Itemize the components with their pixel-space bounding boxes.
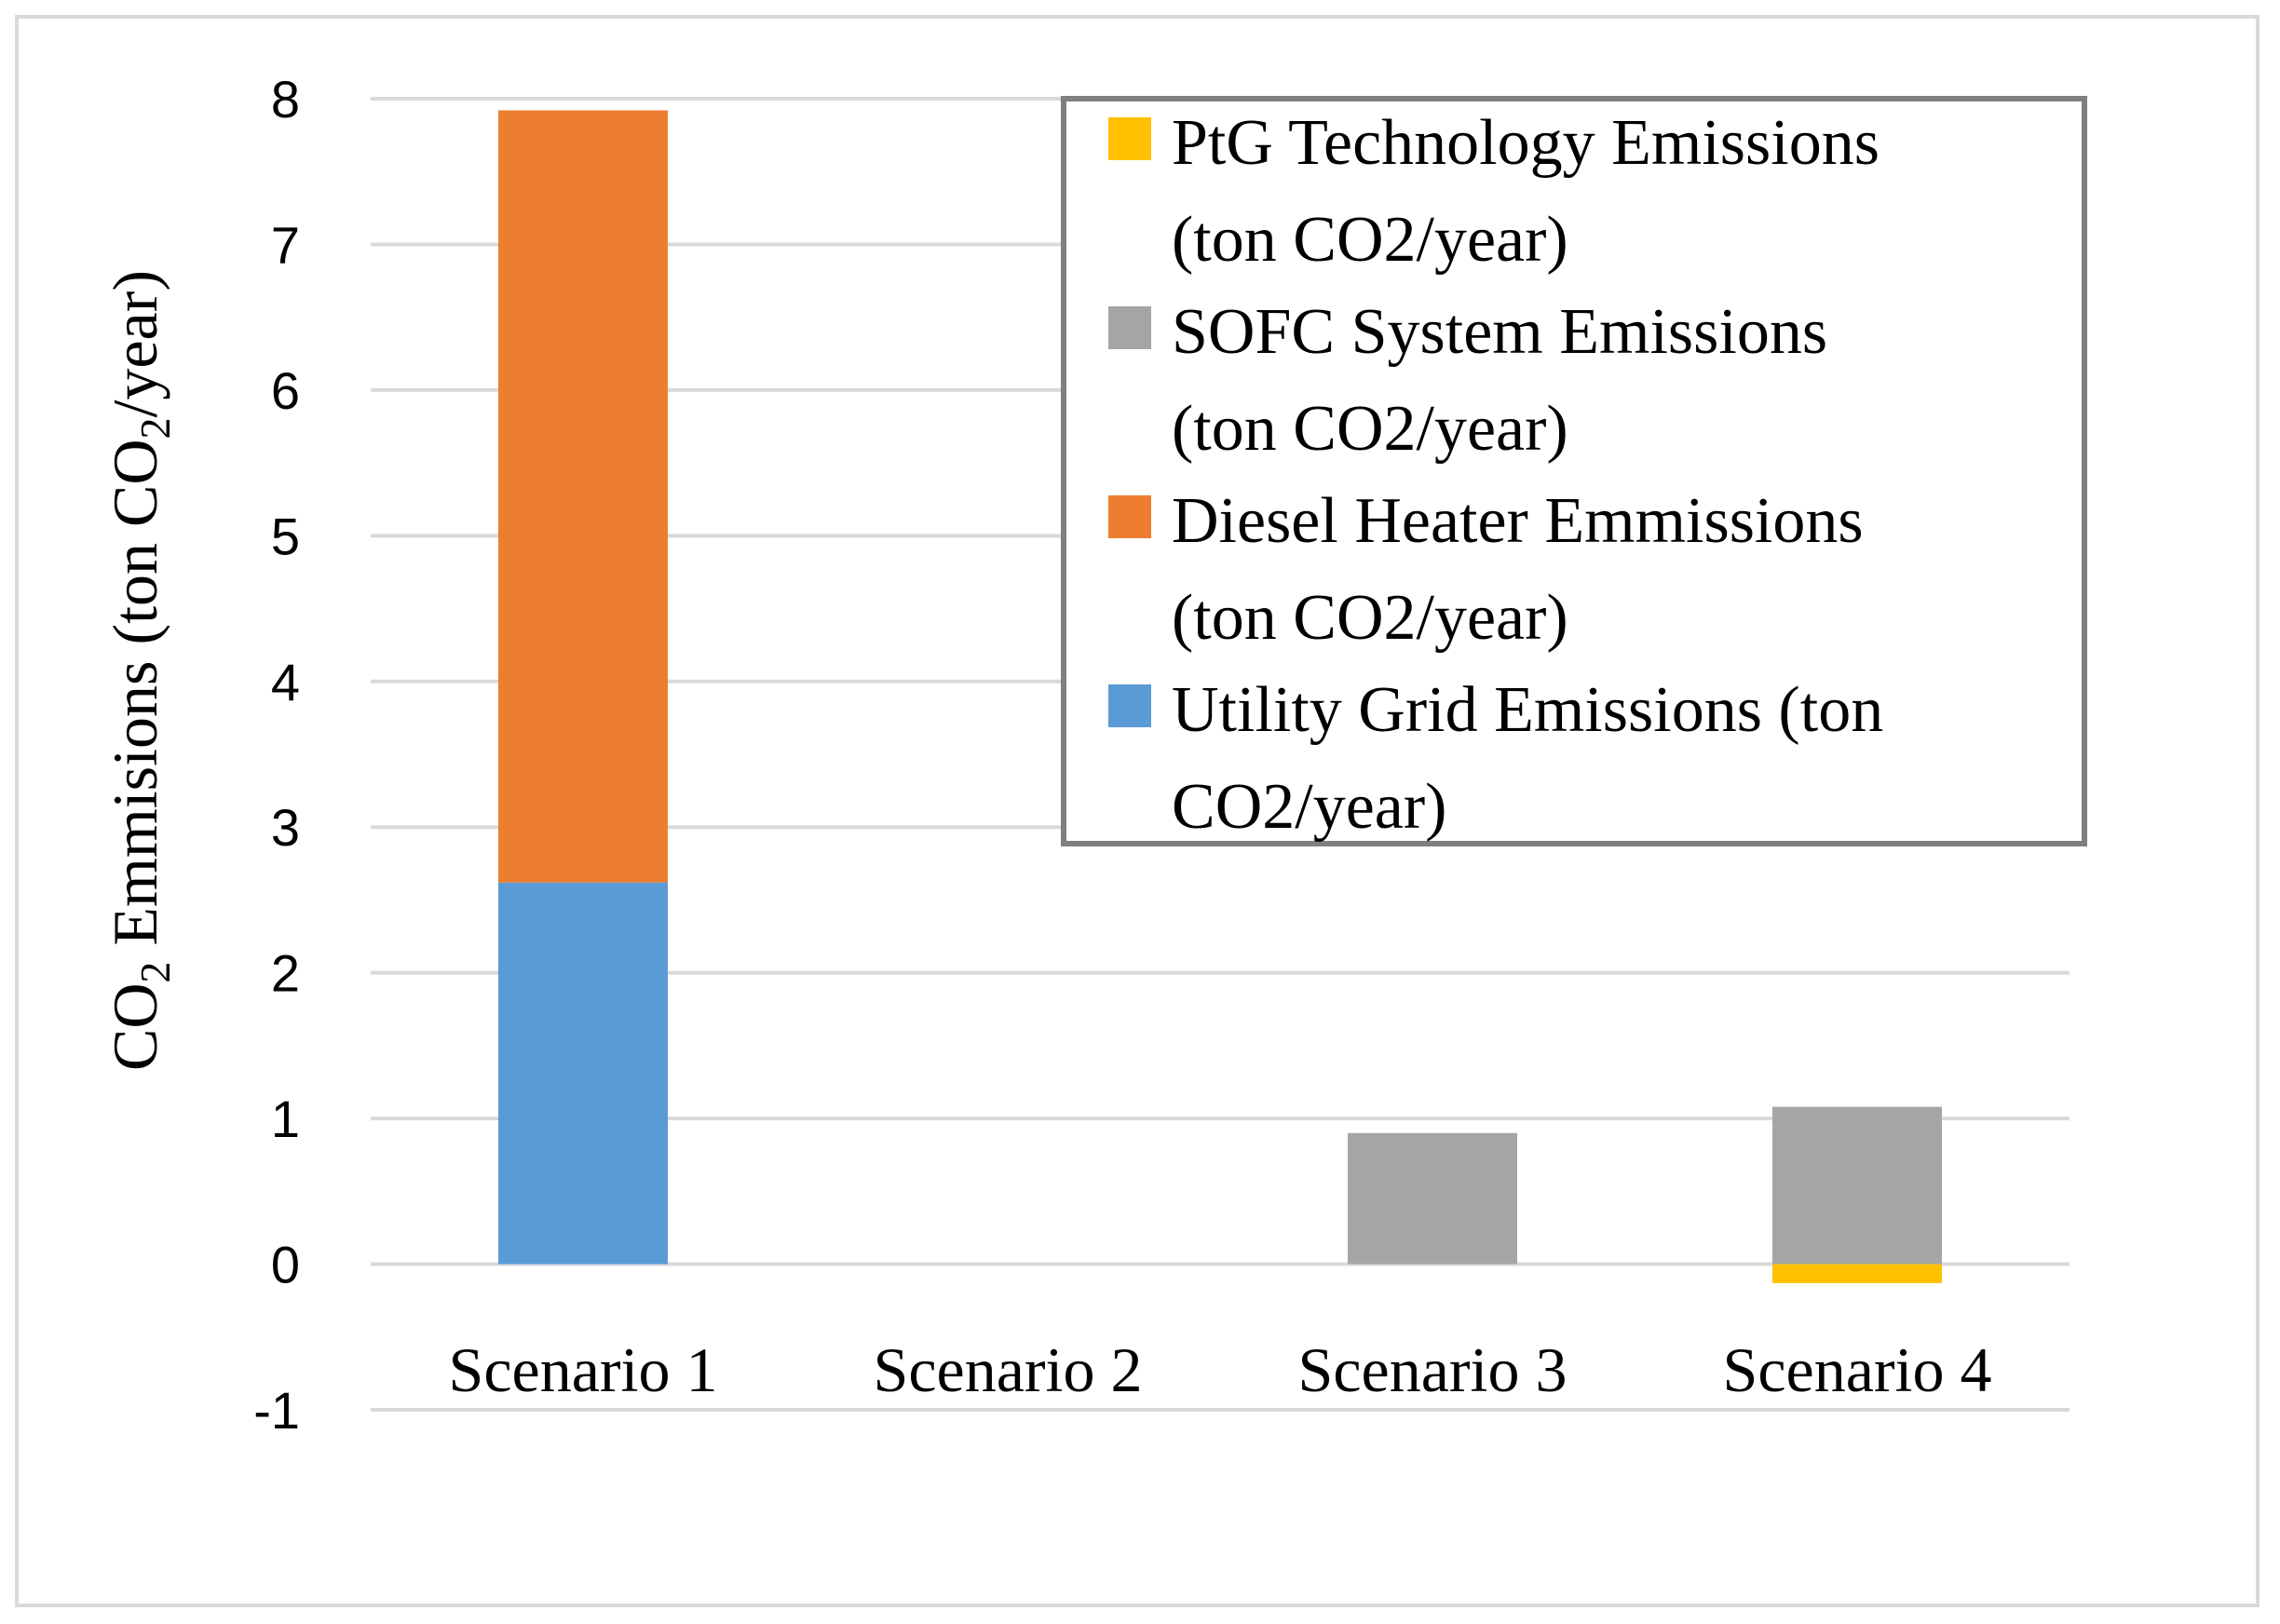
legend-swatch [1108,684,1151,727]
legend-label: PtG Technology Emissions [1172,107,1880,179]
y-axis-label: CO2 Emmisions (ton CO2/year) [100,270,179,1071]
bar-segment [498,110,668,883]
x-axis-categories: Scenario 1 Scenario 2 Scenario 3 Scenario 4 [449,1334,1992,1405]
legend: PtG Technology Emissions (ton CO2/year) SO… [1061,96,2087,846]
bar-segment [1772,1264,1942,1283]
bar-segment [498,882,668,1265]
legend-label: Utility Grid Emissions (ton [1172,674,1883,746]
legend-swatch [1108,117,1151,160]
bars [498,110,1942,1283]
legend-label: SOFC System Emissions [1172,296,1827,368]
legend-label: (ton CO2/year) [1172,393,1568,465]
y-tick-label: 2 [271,944,300,1003]
legend-swatch [1108,306,1151,349]
y-tick-label: 7 [271,215,300,274]
x-category-label: Scenario 2 [874,1334,1143,1405]
y-tick-label: 4 [271,653,300,711]
bar-segment [1348,1132,1517,1265]
legend-label: (ton CO2/year) [1172,582,1568,654]
legend-box [1061,96,2087,846]
legend-label: (ton CO2/year) [1172,204,1568,276]
bar-segment [1772,1106,1942,1265]
y-tick-label: 6 [271,361,300,420]
y-axis-ticks: -1 0 1 2 3 4 5 6 7 8 [253,70,300,1440]
legend-swatch [1108,495,1151,538]
x-category-label: Scenario 1 [449,1334,718,1405]
x-category-label: Scenario 4 [1723,1334,1992,1405]
y-tick-label: 8 [271,70,300,129]
y-tick-label: 0 [271,1236,300,1294]
y-tick-label: 3 [271,798,300,857]
y-tick-label: 1 [271,1089,300,1148]
y-tick-label: 5 [271,507,300,565]
legend-label: Diesel Heater Emmissions [1172,485,1864,557]
y-tick-label: -1 [253,1381,300,1440]
legend-label: CO2/year) [1172,771,1446,843]
x-category-label: Scenario 3 [1298,1334,1568,1405]
